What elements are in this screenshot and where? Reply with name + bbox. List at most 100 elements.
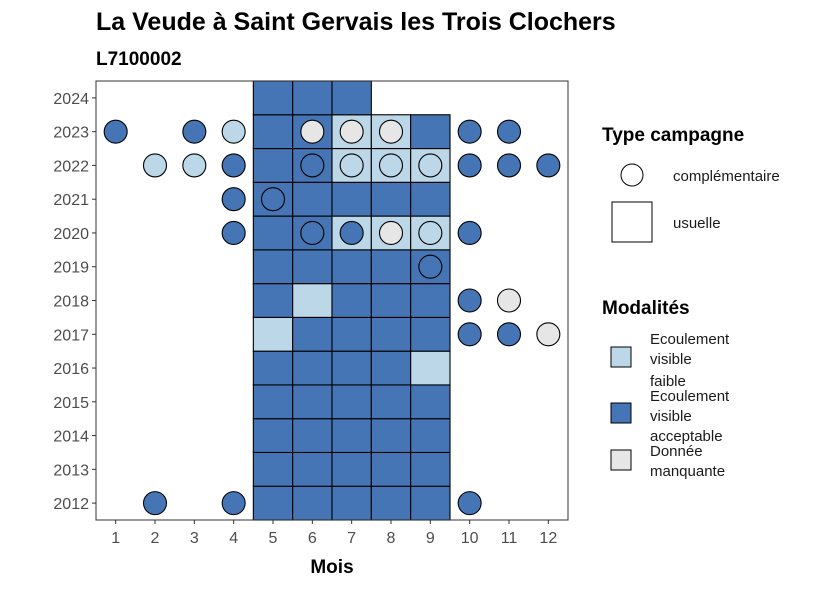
cell-2015-9 xyxy=(410,384,451,420)
point-2021-4 xyxy=(221,187,246,212)
y-tick-label-2014: 2014 xyxy=(53,429,89,446)
cell-2018-8 xyxy=(370,283,412,318)
legend-key-ecoulement-visible-faible xyxy=(610,346,632,368)
cell-2015-7 xyxy=(331,384,372,420)
cell-2012-7 xyxy=(331,485,372,521)
x-tick-label-8: 8 xyxy=(387,530,396,547)
point-2017-12 xyxy=(536,322,561,347)
cell-2020-5 xyxy=(252,215,294,251)
legend-label-ecoulement-visible-acceptable-line-2: visible xyxy=(650,408,692,425)
cell-2024-5 xyxy=(252,80,294,116)
x-tick-label-5: 5 xyxy=(269,530,278,547)
point-2020-7 xyxy=(339,220,364,246)
x-axis-title: Mois xyxy=(310,557,353,578)
point-2023-10 xyxy=(457,119,482,144)
point-2023-4 xyxy=(221,119,246,144)
legend-label-donnee-manquante-line-2: manquante xyxy=(650,463,725,480)
point-2017-10 xyxy=(457,322,482,347)
cell-2017-5 xyxy=(252,316,294,352)
point-2022-6 xyxy=(300,153,325,178)
cell-2012-5 xyxy=(252,485,294,521)
point-2022-8 xyxy=(378,153,404,178)
cell-2019-6 xyxy=(292,249,333,285)
cell-2015-5 xyxy=(252,384,294,420)
point-2020-6 xyxy=(300,220,325,246)
point-2022-12 xyxy=(536,153,561,178)
point-2017-11 xyxy=(496,322,522,347)
cell-2015-8 xyxy=(370,384,412,420)
x-tick-label-6: 6 xyxy=(308,530,317,547)
legend-label-usuelle: usuelle xyxy=(673,215,721,232)
y-tick-label-2019: 2019 xyxy=(53,260,89,277)
cell-2013-5 xyxy=(252,451,294,487)
cell-2016-6 xyxy=(292,350,333,386)
point-2022-9 xyxy=(418,153,443,178)
cell-2013-7 xyxy=(331,451,372,487)
y-tick-label-2023: 2023 xyxy=(53,125,89,142)
cell-2014-5 xyxy=(252,418,294,454)
cell-2016-9 xyxy=(410,350,451,386)
legend-label-complementaire: complémentaire xyxy=(673,168,780,185)
chart-title: La Veude à Saint Gervais les Trois Cloch… xyxy=(96,8,616,36)
cell-2018-6 xyxy=(292,283,333,318)
legend-label-donnee-manquante-line-1: Donnée xyxy=(650,443,703,460)
y-tick-label-2013: 2013 xyxy=(53,462,89,479)
y-tick-label-2020: 2020 xyxy=(53,226,89,243)
cell-2014-6 xyxy=(292,418,333,454)
y-tick-label-2018: 2018 xyxy=(53,294,89,311)
x-tick-label-11: 11 xyxy=(501,530,518,547)
y-tick-label-2024: 2024 xyxy=(53,91,89,108)
cell-2021-8 xyxy=(370,181,412,217)
cell-2018-9 xyxy=(410,283,451,318)
x-tick-label-12: 12 xyxy=(539,530,557,547)
cell-2013-6 xyxy=(292,451,333,487)
cell-2021-7 xyxy=(331,181,372,217)
point-2018-11 xyxy=(496,288,522,313)
legend-label-ecoulement-visible-faible-line-2: visible xyxy=(650,351,692,368)
cell-2019-5 xyxy=(252,249,294,285)
point-2023-7 xyxy=(339,119,364,144)
cell-2017-9 xyxy=(410,316,451,352)
x-tick-label-4: 4 xyxy=(229,530,238,547)
legend-key-ecoulement-visible-acceptable xyxy=(610,402,632,424)
legend: Type campagne complémentaire usuelle Mod… xyxy=(602,125,780,480)
point-2023-8 xyxy=(378,119,404,144)
point-2022-10 xyxy=(457,153,482,178)
legend-title-modalites: Modalités xyxy=(602,298,690,319)
cell-2015-6 xyxy=(292,384,333,420)
legend-key-square xyxy=(611,201,653,243)
point-2023-11 xyxy=(496,119,522,144)
point-2019-9 xyxy=(418,254,443,279)
y-axis: 2012 2013 2014 2015 2016 2017 2018 2019 2020 2021… xyxy=(53,91,96,513)
y-tick-label-2021: 2021 xyxy=(53,192,89,209)
cell-2014-8 xyxy=(370,418,412,454)
point-2022-4 xyxy=(221,153,246,178)
cell-2016-8 xyxy=(370,350,412,386)
cell-2024-7 xyxy=(331,80,372,116)
x-axis: 1 2 3 4 5 6 7 8 9 10 11 12 xyxy=(111,520,557,547)
legend-label-ecoulement-visible-faible-line-1: Ecoulement xyxy=(650,331,730,348)
cell-2018-7 xyxy=(331,283,372,318)
point-2023-3 xyxy=(182,119,207,144)
cell-2017-7 xyxy=(331,316,372,352)
cell-2016-5 xyxy=(252,350,294,386)
point-2022-11 xyxy=(496,153,522,178)
legend-key-circle xyxy=(620,163,644,187)
chart-subtitle: L7100002 xyxy=(96,49,182,70)
cell-2023-9 xyxy=(410,114,451,150)
point-2021-5 xyxy=(260,187,286,212)
point-2012-10 xyxy=(457,491,482,516)
point-2018-10 xyxy=(457,288,482,313)
cell-2013-8 xyxy=(370,451,412,487)
cell-2014-7 xyxy=(331,418,372,454)
cell-2012-8 xyxy=(370,485,412,521)
cell-2019-7 xyxy=(331,249,372,285)
usuelle-cells xyxy=(252,80,451,521)
y-tick-label-2015: 2015 xyxy=(53,395,89,412)
cell-2013-9 xyxy=(410,451,451,487)
cell-2018-5 xyxy=(252,283,294,318)
point-2012-2 xyxy=(142,491,168,516)
y-tick-label-2022: 2022 xyxy=(53,158,89,175)
cell-2021-6 xyxy=(292,181,333,217)
